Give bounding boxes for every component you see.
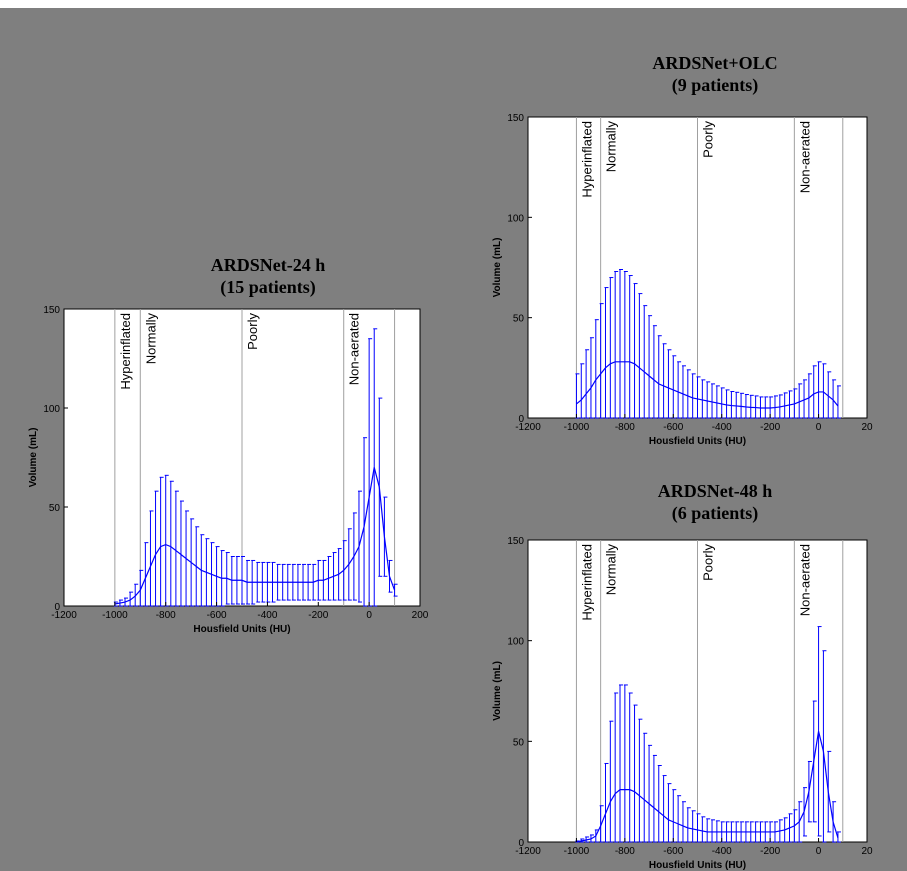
chart-svg: Hyperinflated Normally Poorly Non-aerated -1… — [28, 305, 429, 635]
chart-title-line-2: (6 patients) — [671, 503, 759, 523]
series-line-mean — [576, 731, 839, 843]
region-label: Normally — [143, 313, 158, 365]
x-tick-label: -400 — [712, 422, 732, 433]
x-axis-label: Housfield Units (HU) — [649, 860, 746, 871]
chart-title-line-2: (9 patients) — [671, 75, 759, 95]
region-label: Hyperinflated — [579, 544, 594, 621]
region-label: Hyperinflated — [118, 313, 133, 390]
region-label: Non-aerated — [797, 121, 812, 193]
y-tick-label: 100 — [507, 213, 524, 224]
x-axis-label: Housfield Units (HU) — [649, 436, 746, 447]
chart-title: ARDSNet-24 h (15 patients) — [108, 254, 428, 298]
chart-svg: Hyperinflated Normally Poorly Non-aerated -1… — [492, 113, 873, 447]
chart-title-line-1: ARDSNet+OLC — [652, 53, 778, 73]
y-tick-label: 0 — [518, 838, 524, 849]
chart-title: ARDSNet-48 h (6 patients) — [555, 480, 875, 524]
x-tick-label: -400 — [257, 610, 277, 621]
chart-panel-ardsnet-olc: ARDSNet+OLC (9 patients) Hyperinflated No… — [460, 50, 907, 460]
x-tick-label: 20 — [861, 422, 873, 433]
region-label: Poorly — [701, 544, 716, 581]
y-tick-label: 100 — [507, 637, 524, 648]
x-tick-label: -400 — [712, 846, 732, 857]
y-tick-label: 150 — [43, 305, 60, 316]
x-tick-label: 0 — [816, 422, 822, 433]
chart-title-line-1: ARDSNet-24 h — [210, 255, 326, 275]
x-tick-label: -1000 — [102, 610, 128, 621]
x-tick-label: 0 — [816, 846, 822, 857]
chart-svg: Hyperinflated Normally Poorly Non-aerated -1… — [492, 536, 873, 871]
x-tick-label: 20 — [861, 846, 873, 857]
x-tick-label: -800 — [615, 846, 635, 857]
region-label: Poorly — [701, 121, 716, 158]
x-tick-label: -800 — [615, 422, 635, 433]
chart-title-line-2: (15 patients) — [220, 277, 316, 297]
x-tick-label: -1200 — [51, 610, 77, 621]
x-tick-label: -200 — [760, 422, 780, 433]
x-tick-label: -200 — [308, 610, 328, 621]
x-axis-label: Housfield Units (HU) — [193, 624, 290, 635]
region-label: Normally — [604, 121, 619, 173]
x-tick-label: -600 — [663, 846, 683, 857]
region-label: Hyperinflated — [579, 121, 594, 198]
series-line-mean — [576, 361, 839, 409]
region-label: Non-aerated — [347, 313, 362, 385]
y-tick-label: 0 — [518, 414, 524, 425]
x-tick-label: -1200 — [515, 422, 541, 433]
region-label: Poorly — [245, 313, 260, 350]
series-line-mean — [114, 467, 396, 605]
x-tick-label: 200 — [412, 610, 429, 621]
x-tick-label: -1200 — [515, 846, 541, 857]
x-tick-label: -200 — [760, 846, 780, 857]
y-tick-label: 50 — [513, 737, 525, 748]
chart-panel-ardsnet-48h: ARDSNet-48 h (6 patients) Hyperinflated N… — [460, 478, 907, 871]
x-tick-label: -800 — [156, 610, 176, 621]
y-tick-label: 100 — [43, 404, 60, 415]
y-tick-label: 150 — [507, 113, 524, 124]
x-tick-label: -1000 — [564, 422, 590, 433]
x-tick-label: 0 — [366, 610, 372, 621]
y-axis-label: Volume (mL) — [28, 428, 39, 488]
y-tick-label: 150 — [507, 536, 524, 547]
chart-title-line-1: ARDSNet-48 h — [657, 481, 773, 501]
y-tick-label: 0 — [54, 602, 60, 613]
region-label: Non-aerated — [797, 544, 812, 616]
y-axis-label: Volume (mL) — [492, 661, 503, 721]
x-tick-label: -600 — [663, 422, 683, 433]
y-tick-label: 50 — [513, 314, 525, 325]
y-tick-label: 50 — [49, 503, 61, 514]
chart-title: ARDSNet+OLC (9 patients) — [555, 52, 875, 96]
chart-panel-ardsnet-24h: ARDSNet-24 h (15 patients) Hyperinflated… — [0, 250, 460, 650]
x-tick-label: -1000 — [564, 846, 590, 857]
x-tick-label: -600 — [207, 610, 227, 621]
y-axis-label: Volume (mL) — [492, 238, 503, 298]
region-label: Normally — [604, 544, 619, 596]
